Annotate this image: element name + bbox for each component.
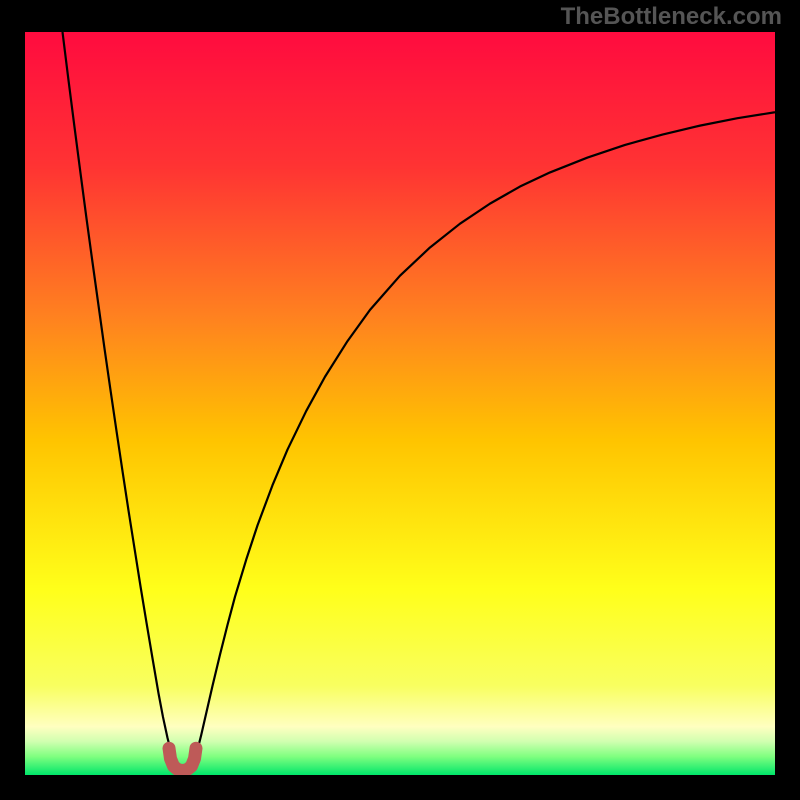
watermark-text: TheBottleneck.com	[561, 3, 782, 31]
gradient-background	[25, 32, 775, 775]
bottleneck-chart	[0, 0, 800, 800]
